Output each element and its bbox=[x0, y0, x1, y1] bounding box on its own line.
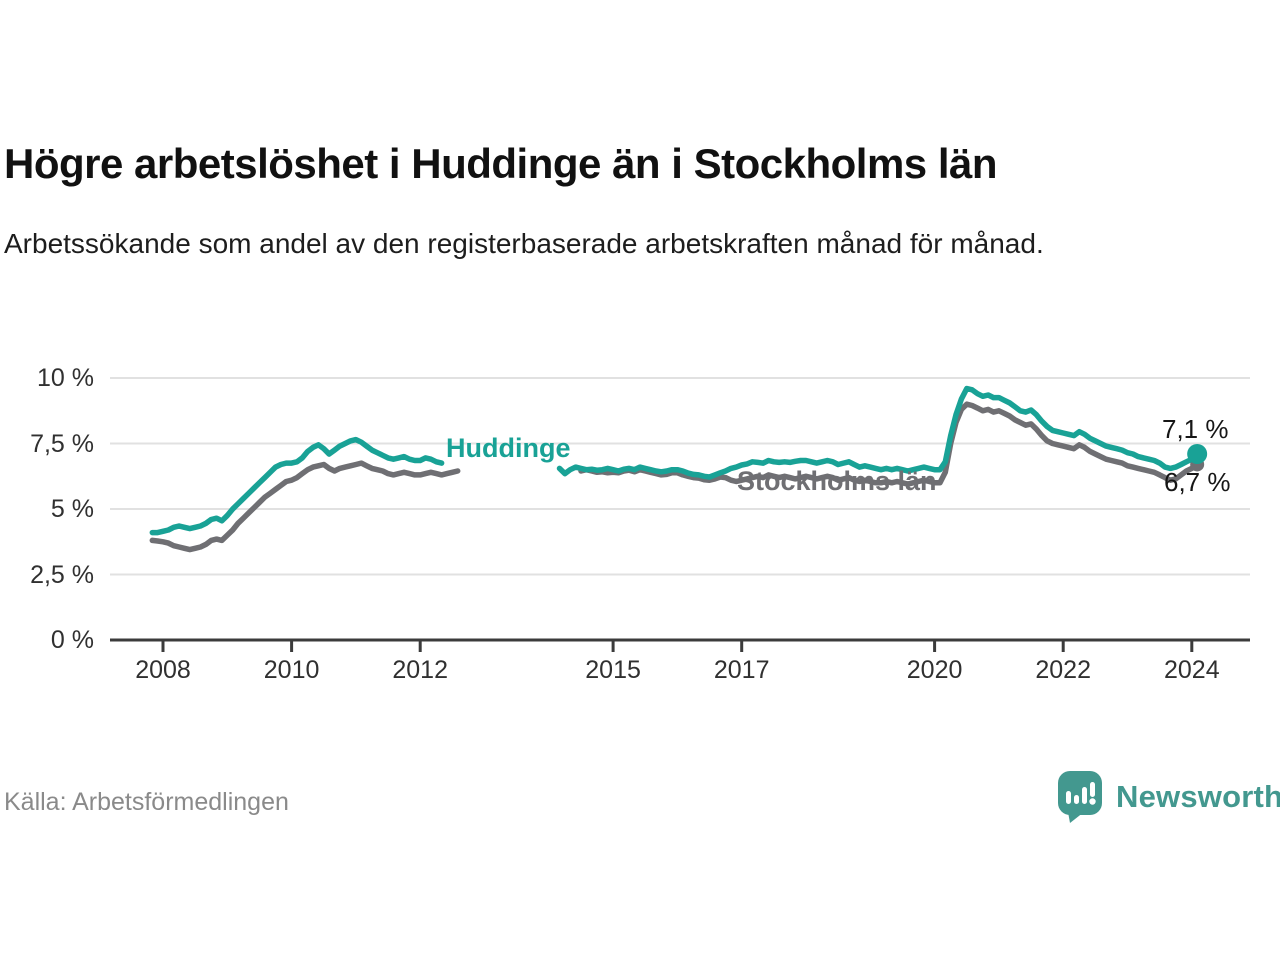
y-axis-label: 7,5 % bbox=[30, 429, 94, 458]
x-axis-label: 2008 bbox=[135, 656, 191, 684]
x-axis-label: 2017 bbox=[713, 656, 770, 684]
chart-title: Högre arbetslöshet i Huddinge än i Stock… bbox=[4, 140, 998, 187]
chart-subtitle: Arbetssökande som andel av den registerb… bbox=[4, 228, 1044, 259]
brand-name: Newsworthy bbox=[1116, 779, 1280, 814]
series-end-dot-huddinge bbox=[1187, 443, 1208, 464]
series-label-stockholms-l-n: Stockholms län bbox=[737, 466, 937, 496]
series-line-stockholms-l-n bbox=[149, 401, 1200, 553]
brand-lockup: Newsworthy bbox=[1057, 770, 1280, 824]
end-value-label-stockholms-l-n: 6,7 % bbox=[1164, 467, 1231, 497]
series-label-huddinge: Huddinge bbox=[446, 433, 571, 463]
y-axis-label: 10 % bbox=[37, 364, 94, 392]
x-axis-label: 2024 bbox=[1163, 656, 1220, 684]
y-axis-label: 0 % bbox=[50, 626, 94, 654]
source-note: Källa: Arbetsförmedlingen bbox=[4, 788, 289, 816]
end-value-label-huddinge: 7,1 % bbox=[1162, 414, 1229, 444]
x-axis-label: 2020 bbox=[906, 656, 963, 684]
newsworthy-logo-icon bbox=[1058, 771, 1102, 823]
series-line-huddinge bbox=[149, 385, 1200, 536]
y-axis-label: 2,5 % bbox=[30, 560, 94, 589]
y-axis-label: 5 % bbox=[50, 495, 94, 523]
x-axis-label: 2022 bbox=[1035, 656, 1091, 684]
x-axis-label: 2015 bbox=[585, 656, 641, 684]
x-axis-label: 2010 bbox=[263, 656, 320, 684]
x-axis-label: 2012 bbox=[392, 656, 448, 684]
